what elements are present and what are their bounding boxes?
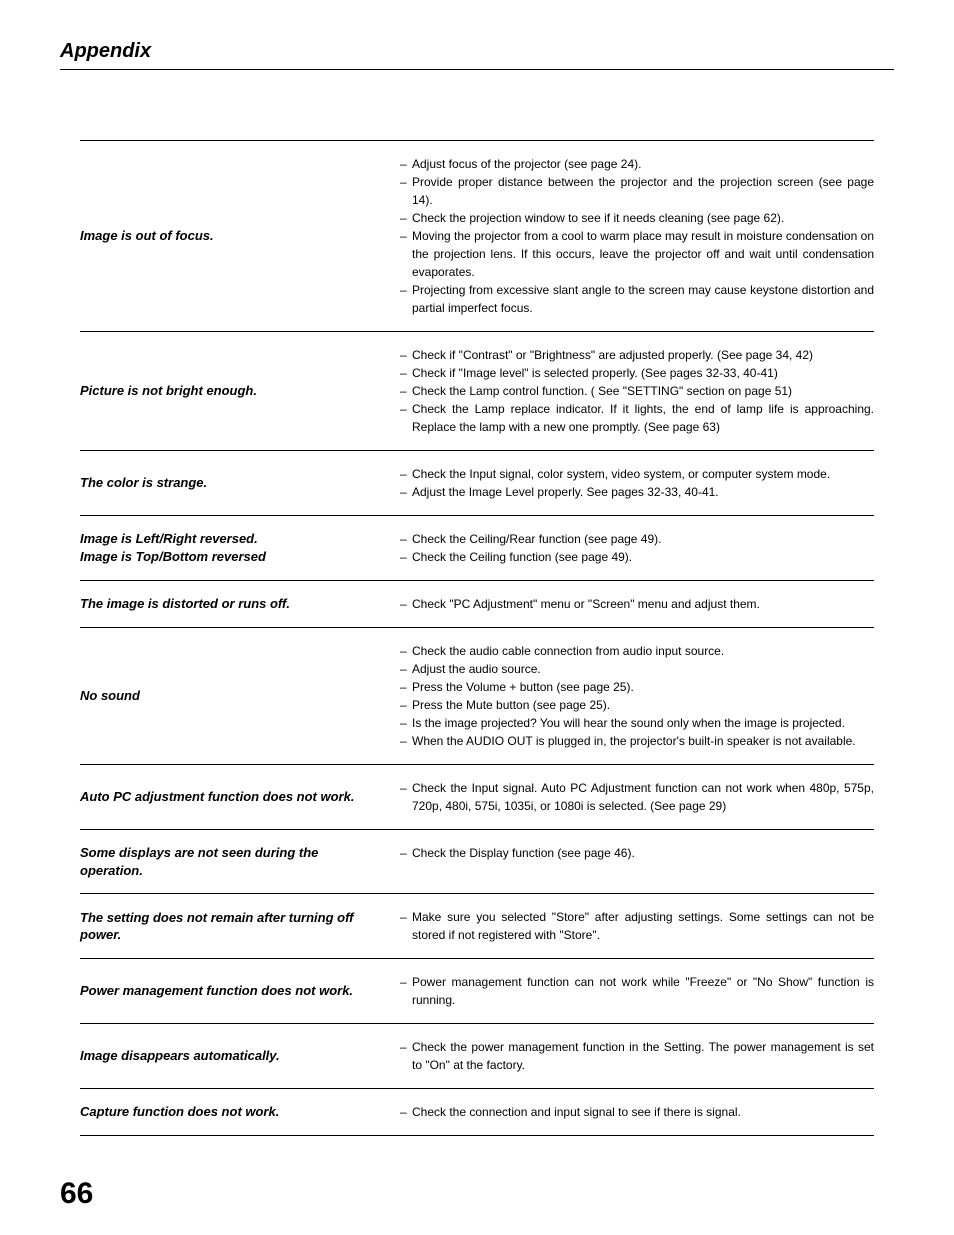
row-label: Power management function does not work. [80,973,400,1009]
table-row: Power management function does not work.… [80,958,874,1023]
list-item: Press the Mute button (see page 25). [400,696,874,714]
table-row: The color is strange.Check the Input sig… [80,450,874,515]
row-desc: Check if "Contrast" or "Brightness" are … [400,346,874,436]
row-desc: Check the power management function in t… [400,1038,874,1074]
row-desc: Check the audio cable connection from au… [400,642,874,750]
table-row: The image is distorted or runs off.Check… [80,580,874,627]
row-desc: Power management function can not work w… [400,973,874,1009]
list-item: Adjust focus of the projector (see page … [400,155,874,173]
list-item: Check the Input signal. Auto PC Adjustme… [400,779,874,815]
row-label: No sound [80,642,400,750]
list-item: Check the Lamp control function. ( See "… [400,382,874,400]
row-label: Image disappears automatically. [80,1038,400,1074]
list-item: Make sure you selected "Store" after adj… [400,908,874,944]
list-item: Check the Ceiling/Rear function (see pag… [400,530,874,548]
row-label: The setting does not remain after turnin… [80,908,400,944]
table-row: Auto PC adjustment function does not wor… [80,764,874,829]
row-label: Image is out of focus. [80,155,400,317]
row-label: The color is strange. [80,465,400,501]
list-item: Power management function can not work w… [400,973,874,1009]
list-item: Check the Ceiling function (see page 49)… [400,548,874,566]
row-desc: Check the Display function (see page 46)… [400,844,874,862]
list-item: Press the Volume + button (see page 25). [400,678,874,696]
row-label: Image is Left/Right reversed.Image is To… [80,530,400,566]
list-item: Provide proper distance between the proj… [400,173,874,209]
list-item: Check the Input signal, color system, vi… [400,465,874,483]
row-desc: Check "PC Adjustment" menu or "Screen" m… [400,595,874,613]
list-item: Adjust the Image Level properly. See pag… [400,483,874,501]
row-desc: Make sure you selected "Store" after adj… [400,908,874,944]
list-item: Check if "Contrast" or "Brightness" are … [400,346,874,364]
list-item: When the AUDIO OUT is plugged in, the pr… [400,732,874,750]
troubleshooting-table: Image is out of focus.Adjust focus of th… [80,140,874,1136]
row-desc: Check the connection and input signal to… [400,1103,874,1121]
row-desc: Check the Input signal, color system, vi… [400,465,874,501]
list-item: Check the Display function (see page 46)… [400,844,874,862]
list-item: Adjust the audio source. [400,660,874,678]
table-row: Capture function does not work.Check the… [80,1088,874,1136]
table-row: Image is out of focus.Adjust focus of th… [80,140,874,331]
list-item: Check the connection and input signal to… [400,1103,874,1121]
list-item: Check the power management function in t… [400,1038,874,1074]
row-label: Picture is not bright enough. [80,346,400,436]
list-item: Check the Lamp replace indicator. If it … [400,400,874,436]
title-rule [60,69,894,70]
row-label: Auto PC adjustment function does not wor… [80,779,400,815]
list-item: Moving the projector from a cool to warm… [400,227,874,281]
row-desc: Adjust focus of the projector (see page … [400,155,874,317]
page-number: 66 [60,1177,93,1211]
row-desc: Check the Ceiling/Rear function (see pag… [400,530,874,566]
list-item: Projecting from excessive slant angle to… [400,281,874,317]
table-row: No soundCheck the audio cable connection… [80,627,874,764]
table-row: Image is Left/Right reversed.Image is To… [80,515,874,580]
list-item: Check if "Image level" is selected prope… [400,364,874,382]
row-label: Capture function does not work. [80,1103,400,1121]
table-row: Image disappears automatically.Check the… [80,1023,874,1088]
table-row: The setting does not remain after turnin… [80,893,874,958]
table-row: Some displays are not seen during the op… [80,829,874,893]
list-item: Check the audio cable connection from au… [400,642,874,660]
row-label: Some displays are not seen during the op… [80,844,400,879]
list-item: Check "PC Adjustment" menu or "Screen" m… [400,595,874,613]
list-item: Check the projection window to see if it… [400,209,874,227]
list-item: Is the image projected? You will hear th… [400,714,874,732]
row-desc: Check the Input signal. Auto PC Adjustme… [400,779,874,815]
row-label: The image is distorted or runs off. [80,595,400,613]
table-row: Picture is not bright enough.Check if "C… [80,331,874,450]
section-title: Appendix [60,40,894,63]
